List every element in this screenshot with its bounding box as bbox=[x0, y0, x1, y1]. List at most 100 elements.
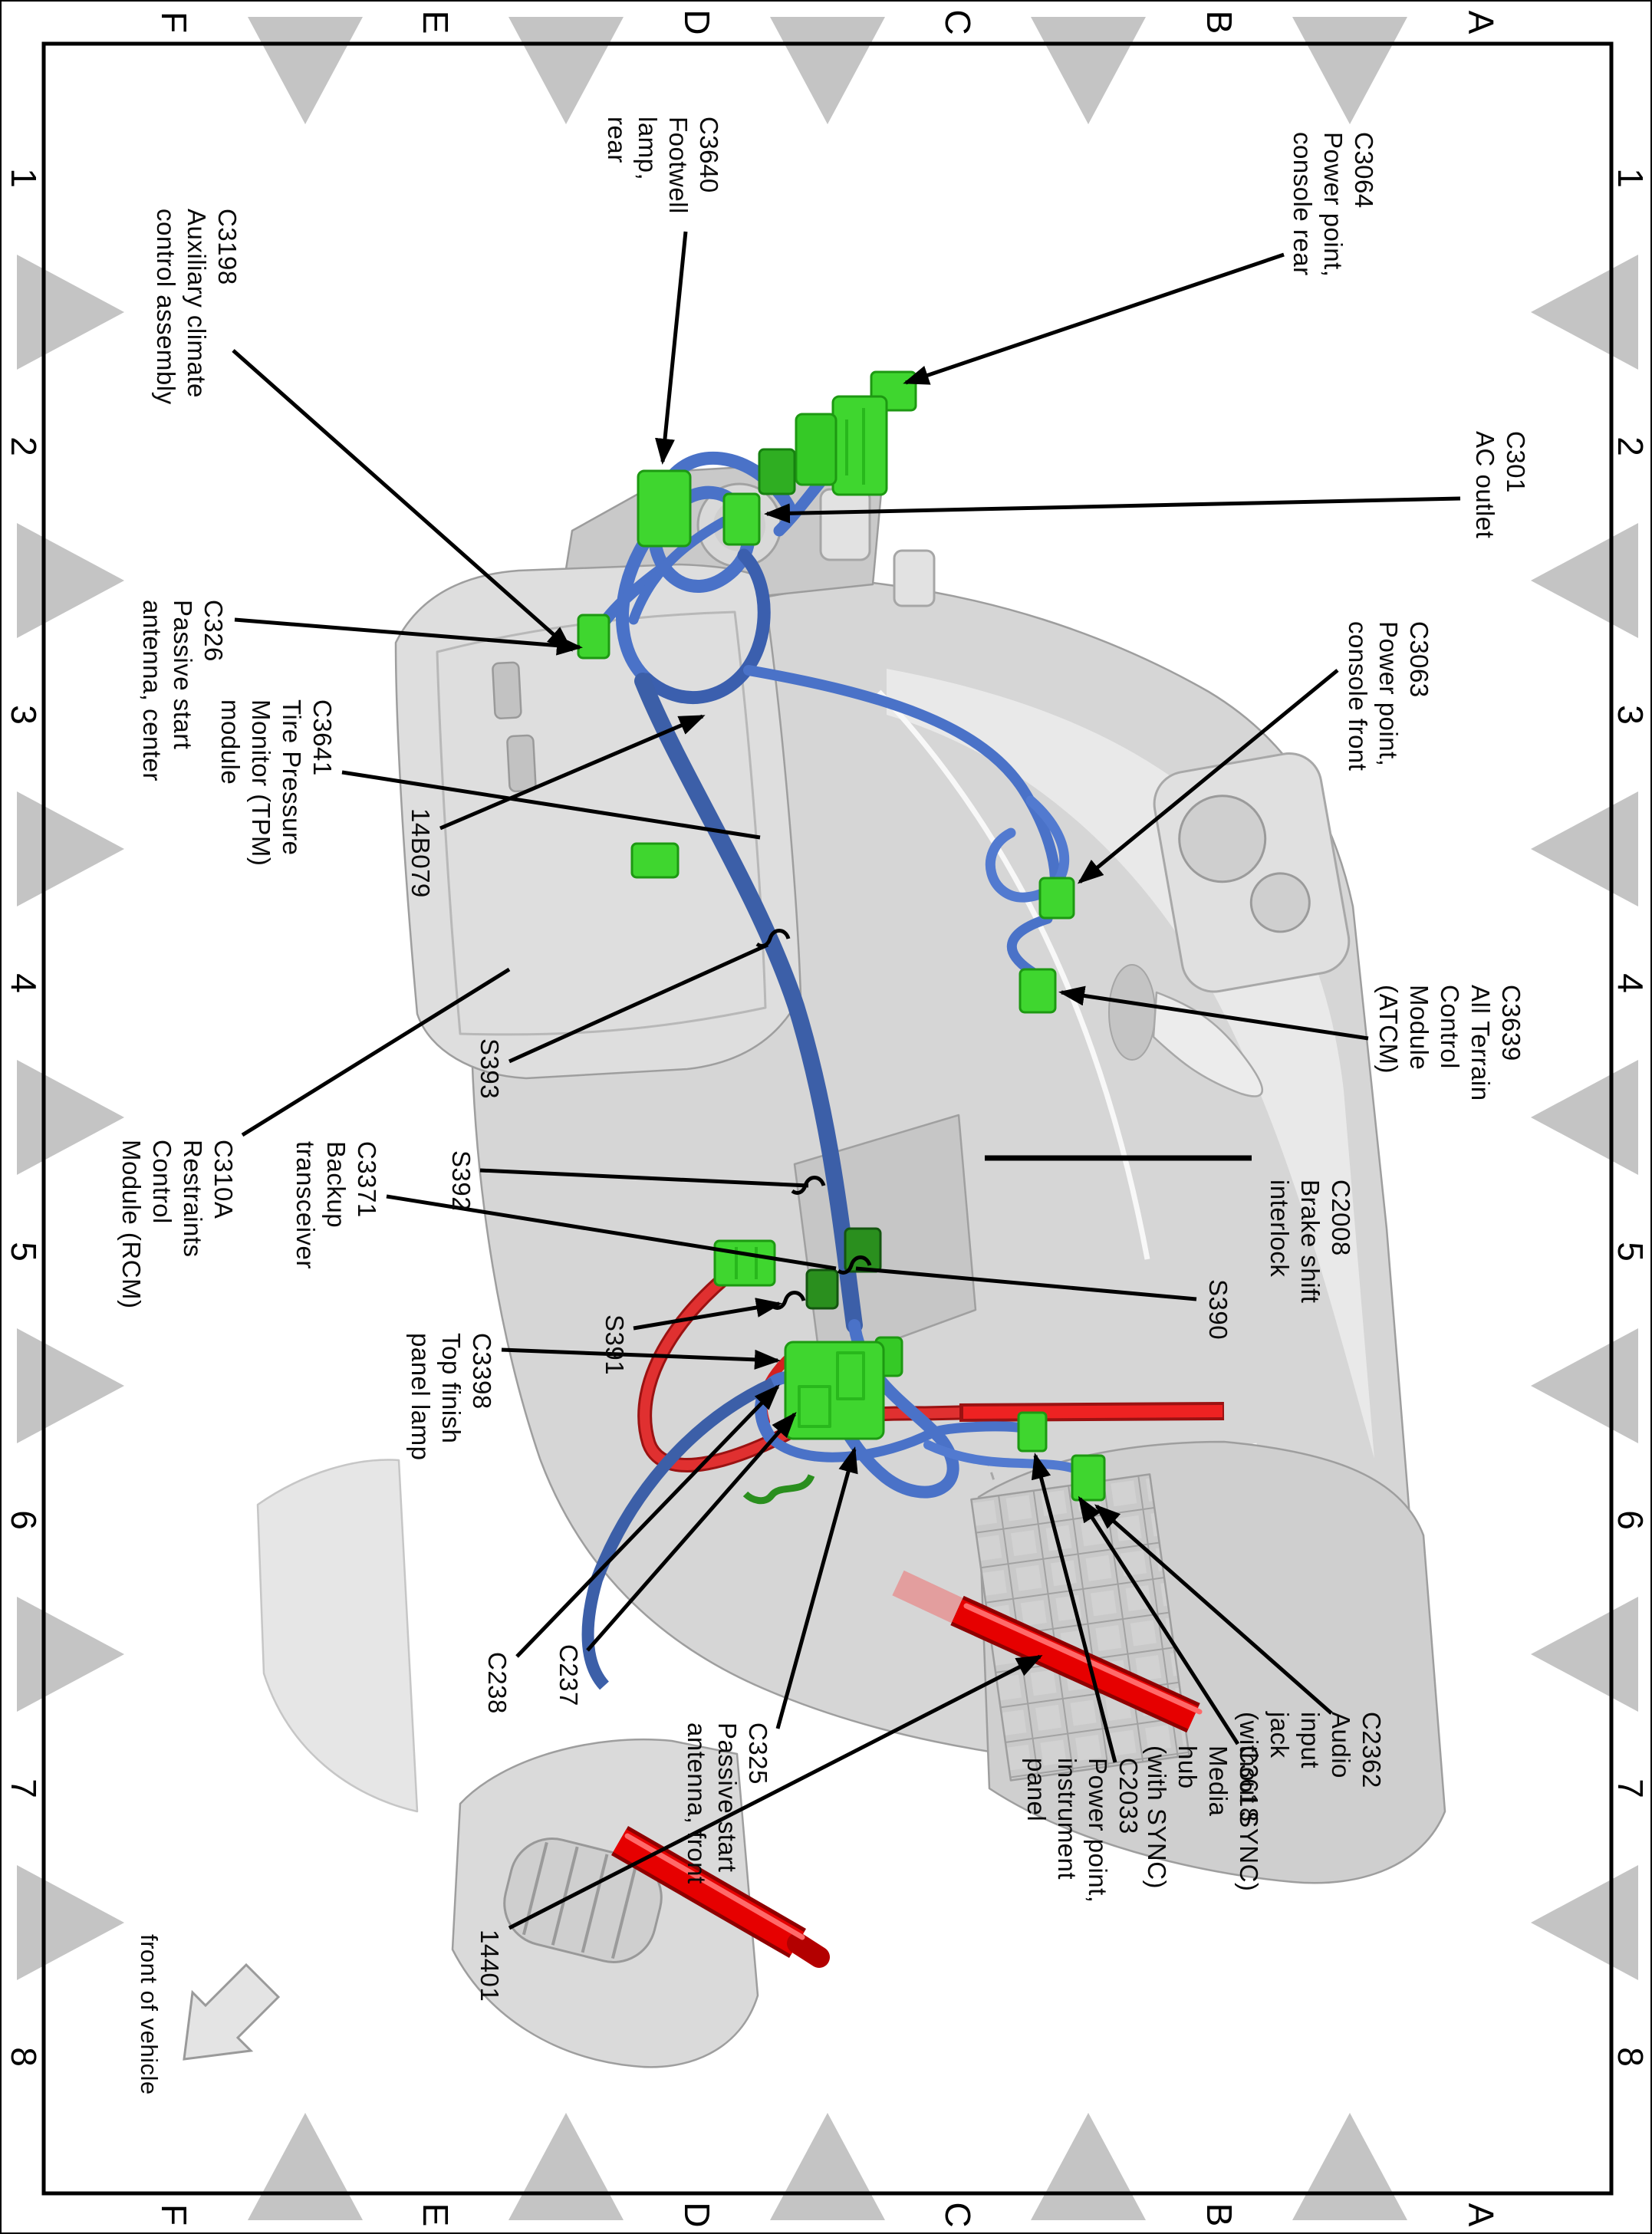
zone-letter-A-left: A bbox=[1461, 10, 1501, 35]
zone-marker-triangle bbox=[17, 1597, 124, 1712]
zone-letter-F-left: F bbox=[154, 11, 194, 34]
callout-14401: 14401 bbox=[476, 1930, 504, 2002]
connectors bbox=[577, 370, 1106, 1505]
leader-c301 bbox=[764, 496, 1461, 524]
connector-c2033-target bbox=[1017, 1411, 1048, 1453]
zone-marker-triangle bbox=[1031, 17, 1146, 124]
leader-c3064 bbox=[903, 252, 1285, 385]
leader-c2362 bbox=[1094, 1504, 1333, 1715]
zone-number-6-top: 6 bbox=[1611, 1510, 1650, 1530]
callout-s390: S390 bbox=[1204, 1279, 1232, 1341]
leader-s392 bbox=[479, 1168, 809, 1188]
zone-marker-triangle bbox=[508, 17, 624, 124]
zone-number-8-bottom: 8 bbox=[4, 2047, 44, 2067]
harness-red bbox=[610, 1245, 1225, 1968]
callout-c2362: C2362 Audio input jack (without SYNC) bbox=[1235, 1712, 1386, 1892]
zone-letter-C-left: C bbox=[938, 9, 978, 35]
zone-marker-triangle bbox=[17, 523, 124, 638]
leader-c2033 bbox=[1031, 1453, 1117, 1763]
cupholder-tray bbox=[1153, 752, 1351, 993]
zone-marker-triangle bbox=[1031, 2113, 1146, 2220]
zone-marker-triangle bbox=[508, 2113, 624, 2220]
zone-marker-triangle bbox=[248, 17, 363, 124]
callout-s392: S392 bbox=[447, 1150, 476, 1212]
zone-marker-triangle bbox=[17, 791, 124, 906]
harness-blue bbox=[580, 451, 1081, 1690]
diagram-frame bbox=[41, 41, 1614, 2196]
leader-c310a bbox=[241, 967, 511, 1137]
callout-c301: C301 AC outlet bbox=[1471, 431, 1530, 539]
connector-c3063-target bbox=[1038, 877, 1075, 920]
callout-s393: S393 bbox=[476, 1038, 504, 1100]
zone-letter-C-right: C bbox=[938, 2202, 978, 2228]
callout-c237: C237 bbox=[555, 1644, 583, 1706]
callout-s391: S391 bbox=[601, 1314, 629, 1376]
leader-c3640 bbox=[655, 231, 688, 465]
zone-number-5-top: 5 bbox=[1611, 1242, 1650, 1262]
callout-c3641: C3641 Tire Pressure Monitor (TPM) module bbox=[216, 699, 337, 867]
leader-c3618 bbox=[1078, 1495, 1240, 1745]
zone-marker-triangle bbox=[248, 2113, 363, 2220]
connector-c3618-c2362-target bbox=[1071, 1454, 1106, 1502]
leader-c3371 bbox=[386, 1194, 837, 1271]
callout-c3371: C3371 Backup transceiver bbox=[291, 1141, 381, 1269]
zone-letter-D-left: D bbox=[677, 9, 717, 35]
zone-number-4-bottom: 4 bbox=[4, 973, 44, 993]
connector-dark-snake bbox=[742, 1473, 815, 1505]
leader-c238 bbox=[515, 1384, 780, 1658]
callout-c238: C238 bbox=[483, 1652, 512, 1714]
zone-letter-D-right: D bbox=[677, 2202, 717, 2228]
splice-s390 bbox=[837, 1255, 872, 1275]
leader-s391 bbox=[633, 1298, 782, 1331]
zone-marker-triangle bbox=[1531, 255, 1638, 370]
zone-marker-triangle bbox=[17, 1060, 124, 1175]
callout-c310a: C310A Restraints Control Module (RCM) bbox=[117, 1140, 238, 1309]
callout-c3064: C3064 Power point, console rear bbox=[1288, 132, 1378, 278]
zone-marker-triangle bbox=[17, 255, 124, 370]
callout-14b079: 14B079 bbox=[406, 808, 435, 898]
leader-c3398 bbox=[501, 1347, 781, 1370]
leader-c3063 bbox=[1077, 669, 1339, 884]
connector-c3640-target bbox=[637, 469, 692, 548]
zone-number-2-top: 2 bbox=[1611, 436, 1650, 456]
zone-marker-triangle bbox=[1292, 17, 1407, 124]
leader-14401 bbox=[508, 1654, 1043, 1930]
zone-letter-E-right: E bbox=[416, 2203, 456, 2227]
connector-rear-block bbox=[795, 395, 888, 496]
connector-c301-target bbox=[722, 492, 761, 546]
zone-marker-triangle bbox=[1531, 523, 1638, 638]
zone-number-1-top: 1 bbox=[1611, 168, 1650, 188]
zone-number-3-top: 3 bbox=[1611, 705, 1650, 725]
leader-c3198 bbox=[232, 349, 573, 652]
zone-letter-B-left: B bbox=[1200, 10, 1239, 35]
zone-marker-triangle bbox=[17, 1328, 124, 1443]
shift-lever bbox=[1152, 991, 1263, 1097]
callout-c2033: C2033 Power point, instrument panel bbox=[1022, 1758, 1143, 1903]
callout-c3398: C3398 Top finish panel lamp bbox=[406, 1333, 496, 1461]
connector-c3639-target bbox=[1019, 968, 1057, 1014]
zone-letter-E-left: E bbox=[416, 10, 456, 35]
leader-s390 bbox=[855, 1266, 1197, 1301]
zone-letter-F-right: F bbox=[154, 2203, 194, 2226]
callout-c2008: C2008 Brake shift interlock bbox=[1265, 1180, 1355, 1304]
zone-marker-triangle bbox=[17, 1865, 124, 1980]
front-of-vehicle-label: front of vehicle bbox=[136, 1934, 163, 2095]
zone-number-2-bottom: 2 bbox=[4, 436, 44, 456]
callout-c325: C325 Passive start antenna, front bbox=[683, 1722, 772, 1884]
connector-cluster-c325 bbox=[784, 1336, 903, 1440]
zone-marker-triangle bbox=[1531, 1597, 1638, 1712]
callout-c3063: C3063 Power point, console front bbox=[1344, 621, 1433, 772]
zone-number-3-bottom: 3 bbox=[4, 705, 44, 725]
leader-c237 bbox=[586, 1411, 797, 1652]
zone-marker-triangle bbox=[770, 17, 885, 124]
zone-letter-A-right: A bbox=[1461, 2203, 1501, 2227]
connector-c3641-target bbox=[713, 1239, 776, 1287]
leader-c3639 bbox=[1058, 985, 1369, 1041]
zone-marker-triangle bbox=[1292, 2113, 1407, 2220]
leader-c3641 bbox=[341, 770, 761, 840]
connector-c326-target bbox=[577, 614, 610, 660]
leader-c325 bbox=[775, 1446, 858, 1729]
